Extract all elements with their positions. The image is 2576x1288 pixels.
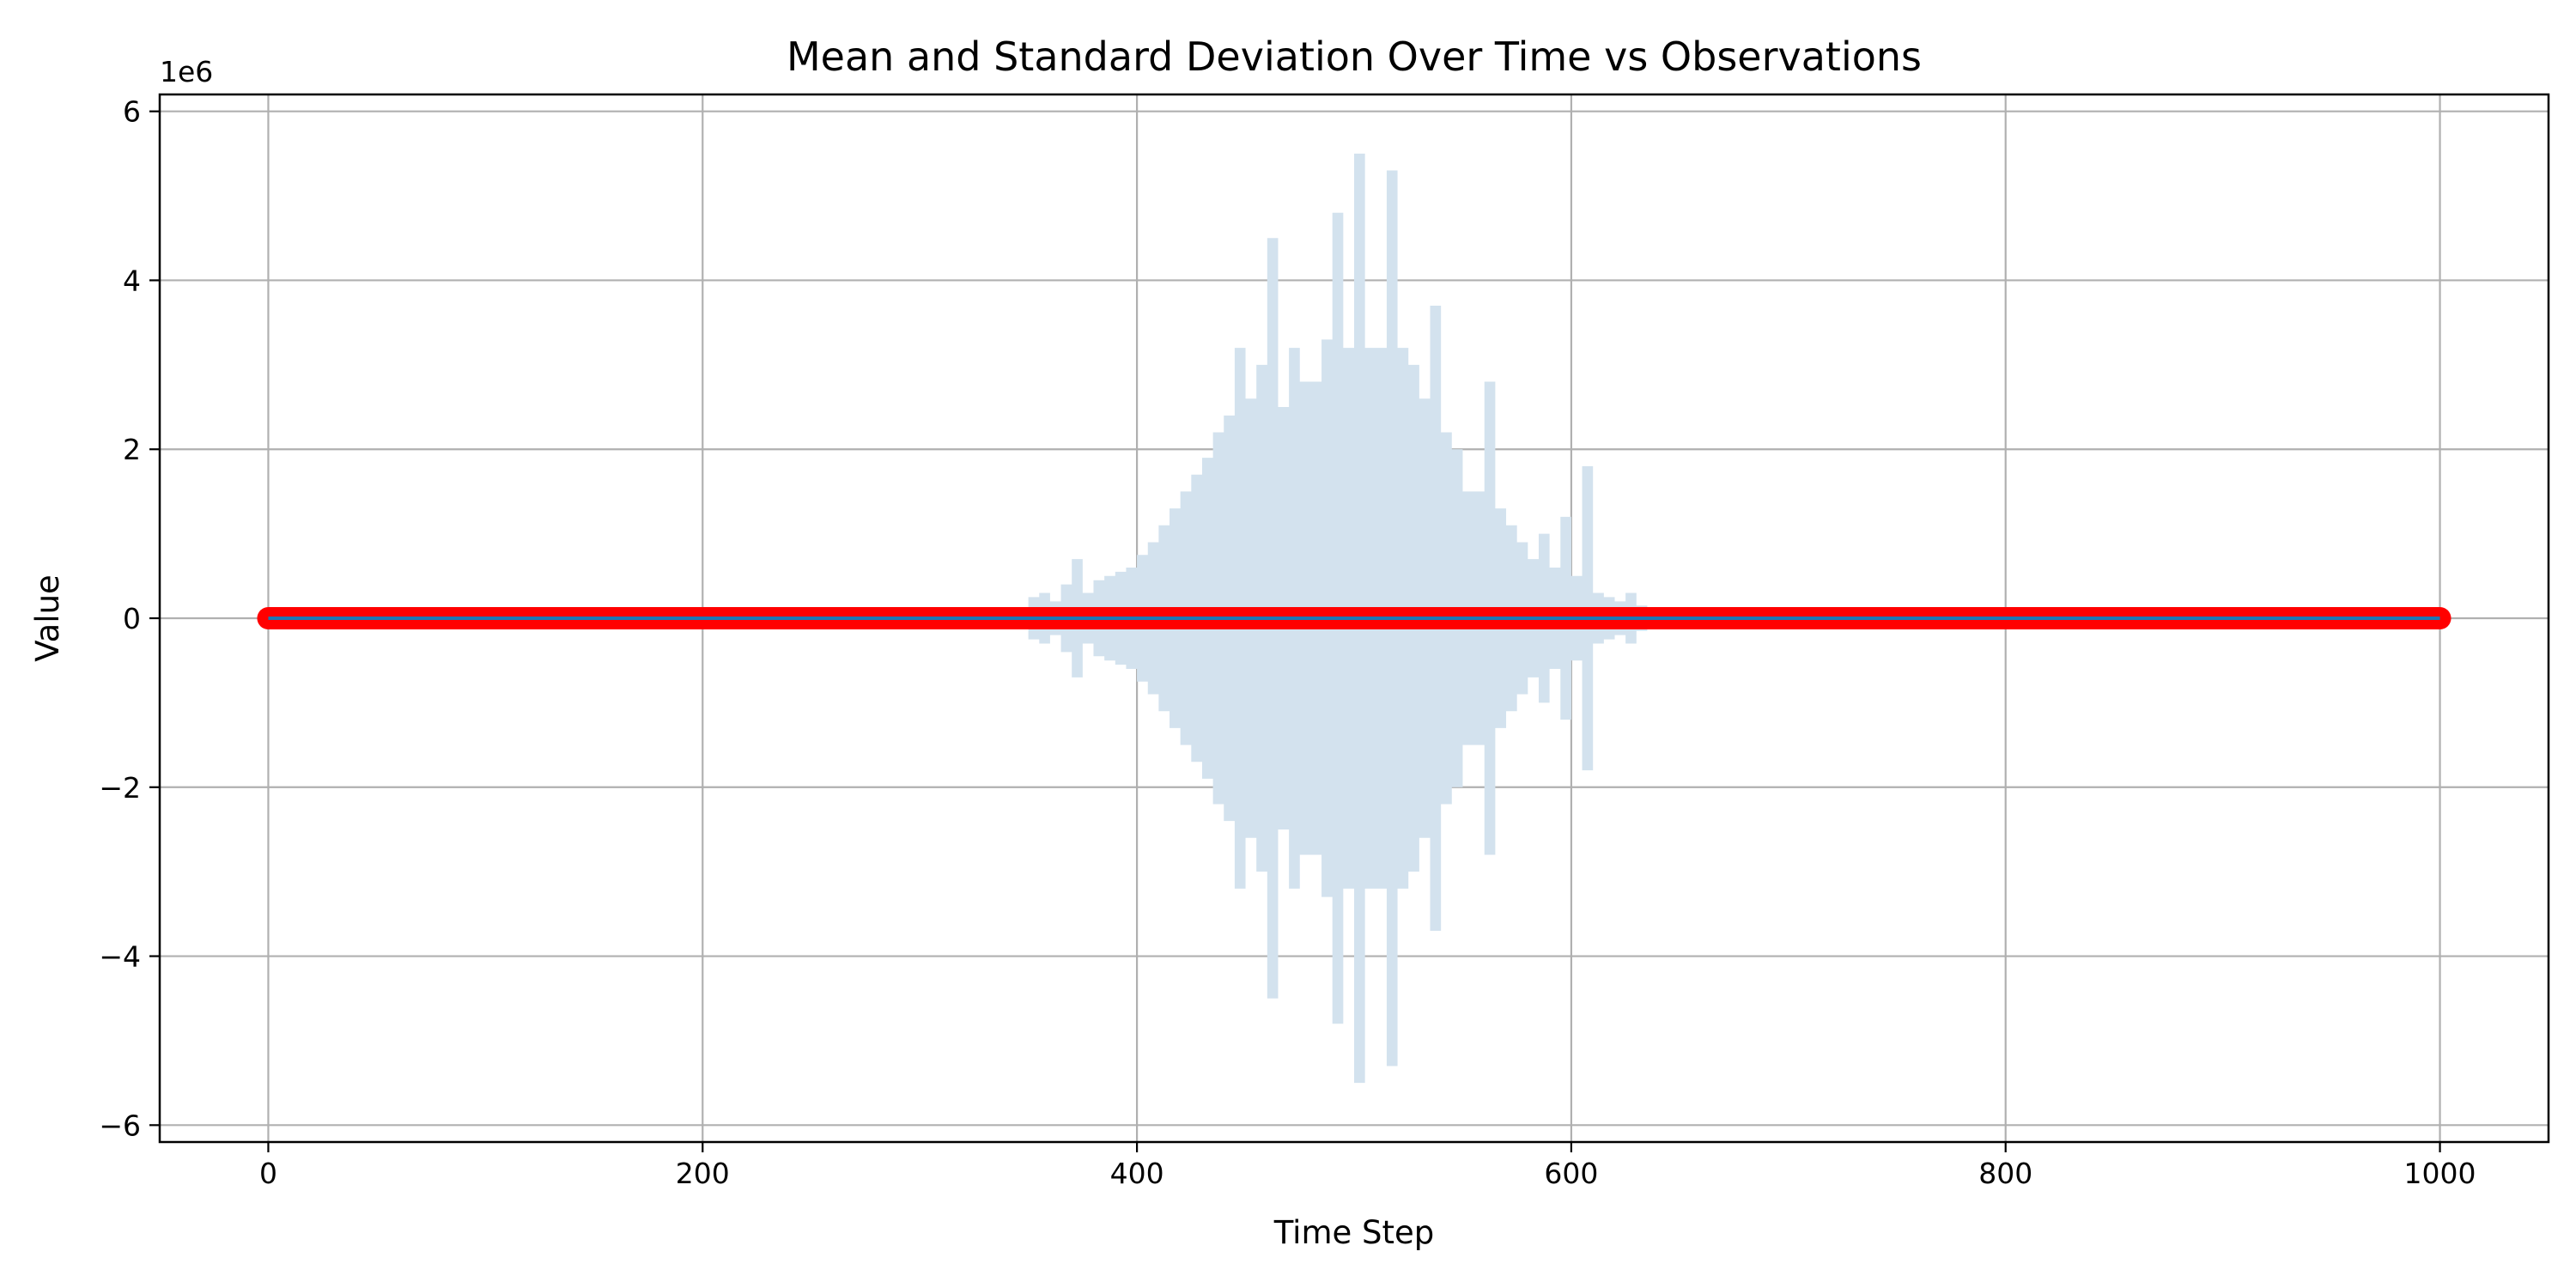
y-axis-label: Value	[29, 574, 66, 662]
x-tick-label: 400	[1110, 1157, 1164, 1190]
ticks: 0 200 400 600 800 1000 −6 −4 −2 0 2 4 6	[99, 95, 2476, 1190]
y-offset-label: 1e6	[160, 55, 213, 88]
x-tick-label: 1000	[2404, 1157, 2476, 1190]
y-tick-label: −4	[99, 940, 141, 974]
y-tick-label: 0	[123, 602, 141, 635]
x-tick-label: 200	[676, 1157, 730, 1190]
x-tick-label: 800	[1978, 1157, 2032, 1190]
chart-title: Mean and Standard Deviation Over Time vs…	[787, 33, 1922, 80]
y-tick-label: 4	[123, 264, 141, 297]
y-tick-label: −2	[99, 771, 141, 805]
x-axis-label: Time Step	[1273, 1214, 1435, 1251]
y-tick-label: 6	[123, 95, 141, 129]
x-tick-label: 600	[1544, 1157, 1598, 1190]
y-tick-label: −6	[99, 1109, 141, 1142]
y-tick-label: 2	[123, 433, 141, 466]
x-tick-label: 0	[259, 1157, 277, 1190]
